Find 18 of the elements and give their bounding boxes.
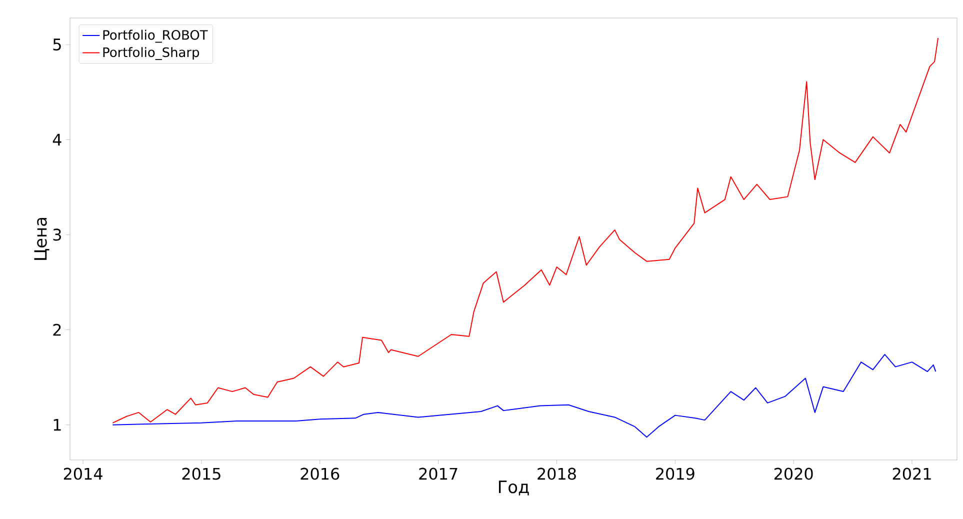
y-tick-label: 5	[53, 38, 61, 51]
y-axis-title: Цена	[34, 218, 50, 260]
x-tick-label: 2017	[419, 468, 458, 480]
legend-label: Portfolio_Sharp	[103, 47, 200, 60]
x-tick-label: 2014	[64, 468, 102, 480]
x-tick-label: 2019	[656, 468, 694, 480]
x-tick-label: 2020	[774, 468, 813, 480]
line-series	[112, 354, 936, 438]
y-tick-label: 4	[52, 134, 62, 146]
x-tick-label: 2018	[538, 468, 576, 480]
x-axis-title: Год	[498, 480, 529, 496]
y-tick-label: 3	[53, 228, 61, 241]
x-tick-label: 2015	[182, 468, 220, 480]
y-tick-label: 2	[53, 324, 61, 336]
legend-label: Portfolio_ROBOT	[103, 30, 208, 43]
x-tick-label: 2016	[300, 468, 340, 480]
x-tick-label: 2021	[892, 468, 931, 480]
y-tick-label: 1	[54, 419, 61, 431]
